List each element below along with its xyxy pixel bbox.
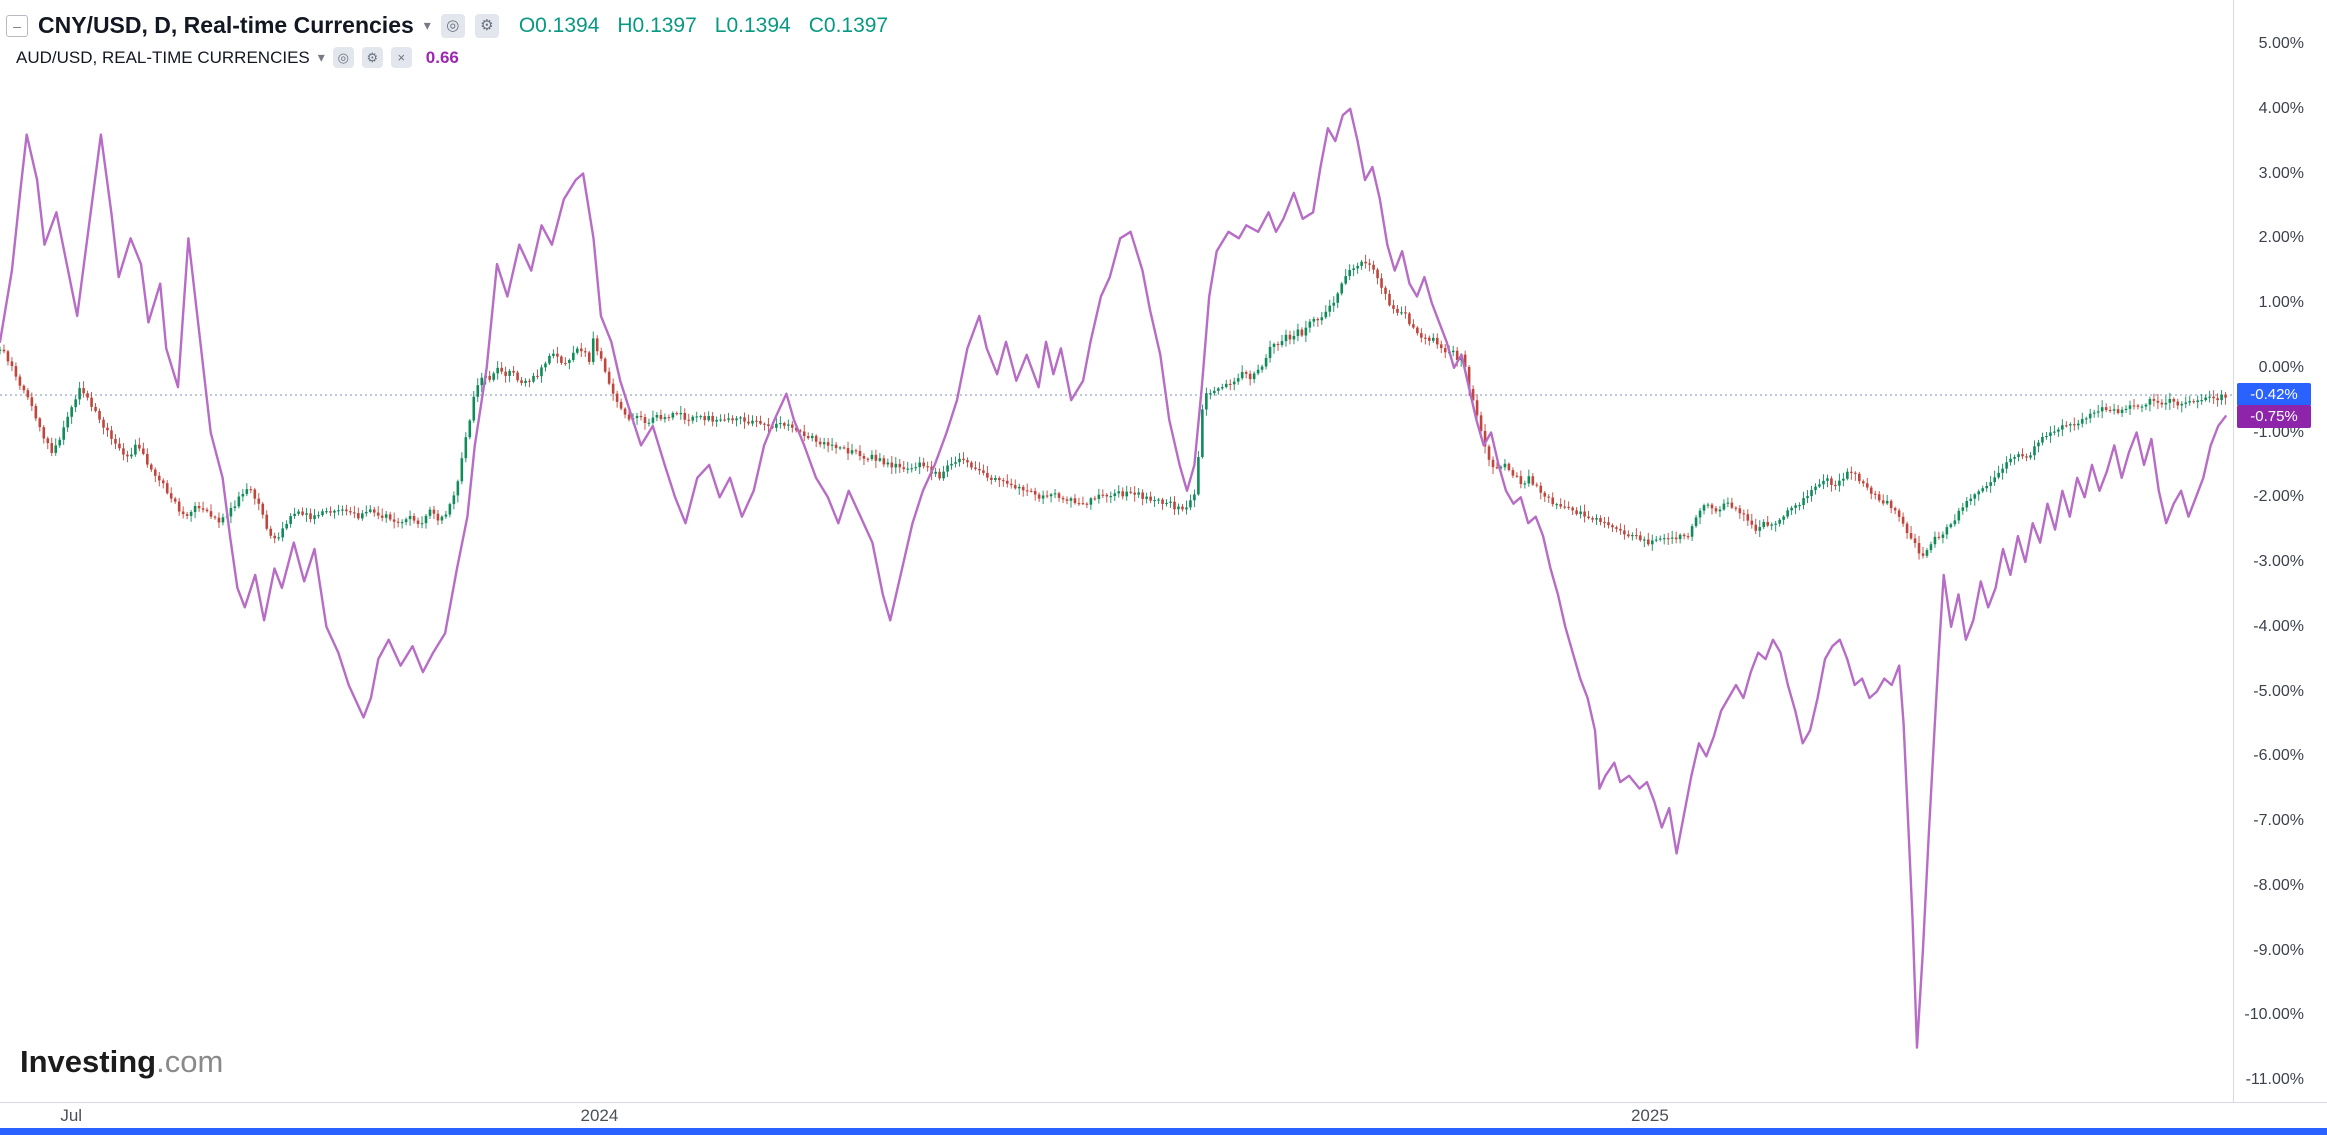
price-tick-label: -6.00% (2253, 747, 2304, 765)
ohlc-readout: O0.1394 H0.1397 L0.1394 C0.1397 (519, 14, 888, 38)
investing-logo[interactable]: Investing.com (20, 1044, 223, 1080)
audusd-last-value: 0.66 (425, 47, 459, 67)
ohlc-high: H0.1397 (617, 13, 697, 37)
symbol-title-cnyusd[interactable]: CNY/USD, D, Real-time Currencies (38, 12, 414, 38)
settings-icon[interactable]: ⚙ (361, 47, 383, 68)
visibility-icon[interactable]: ◎ (440, 13, 465, 38)
chevron-down-icon[interactable]: ▾ (423, 17, 431, 33)
price-tick-label: 1.00% (2258, 294, 2304, 311)
logo-text-light: .com (156, 1044, 224, 1079)
price-tick-label: -3.00% (2253, 553, 2304, 570)
bottom-highlight-bar (0, 1128, 2327, 1135)
ohlc-close: C0.1397 (808, 13, 889, 37)
price-tick-label: -5.00% (2253, 682, 2304, 700)
ohlc-open: O0.1394 (518, 13, 600, 37)
time-axis-label: 2024 (580, 1106, 619, 1125)
price-axis[interactable]: 5.00% 4.00% 3.00% 2.00% 1.00% 0.00% -1.00% -2.0… (2233, 0, 2327, 1102)
time-axis-label: Jul (60, 1106, 83, 1125)
audusd-last-change-badge: -0.75% (2237, 404, 2311, 428)
price-tick-label: 3.00% (2258, 164, 2304, 182)
price-tick-label: -9.00% (2253, 941, 2304, 959)
legend-row-cnyusd: – CNY/USD, D, Real-time Currencies ▾ ◎ ⚙… (6, 12, 888, 39)
price-tick-label: -2.00% (2253, 488, 2304, 506)
price-tick-label: 4.00% (2258, 99, 2304, 117)
time-axis[interactable]: Jul 2024 2025 (0, 1102, 2327, 1129)
visibility-icon[interactable]: ◎ (332, 47, 354, 68)
symbol-title-audusd[interactable]: AUD/USD, REAL-TIME CURRENCIES (16, 47, 310, 67)
close-icon[interactable]: × (390, 47, 412, 68)
cnyusd-last-change-badge: -0.42% (2237, 383, 2311, 407)
price-tick-label: 5.00% (2258, 35, 2304, 52)
ohlc-low: L0.1394 (714, 13, 791, 37)
price-tick-label: -4.00% (2253, 617, 2304, 635)
logo-text-bold: Investing (20, 1044, 157, 1079)
audusd-line-series (0, 107, 2227, 1049)
legend-row-audusd: AUD/USD, REAL-TIME CURRENCIES ▾ ◎ ⚙ × 0.… (16, 47, 459, 68)
price-tick-label: -10.00% (2244, 1006, 2304, 1024)
price-tick-label: -8.00% (2253, 876, 2304, 894)
chevron-down-icon[interactable]: ▾ (317, 49, 325, 65)
price-tick-label: -7.00% (2253, 812, 2304, 829)
cnyusd-candlestick-series (0, 254, 2227, 560)
price-tick-label: 2.00% (2258, 229, 2304, 247)
time-axis-label: 2025 (1630, 1106, 1669, 1125)
price-tick-label: 0.00% (2258, 358, 2304, 376)
legend-collapse-icon[interactable]: – (6, 14, 28, 37)
price-tick-label: -11.00% (2245, 1071, 2304, 1088)
settings-icon[interactable]: ⚙ (474, 13, 499, 38)
